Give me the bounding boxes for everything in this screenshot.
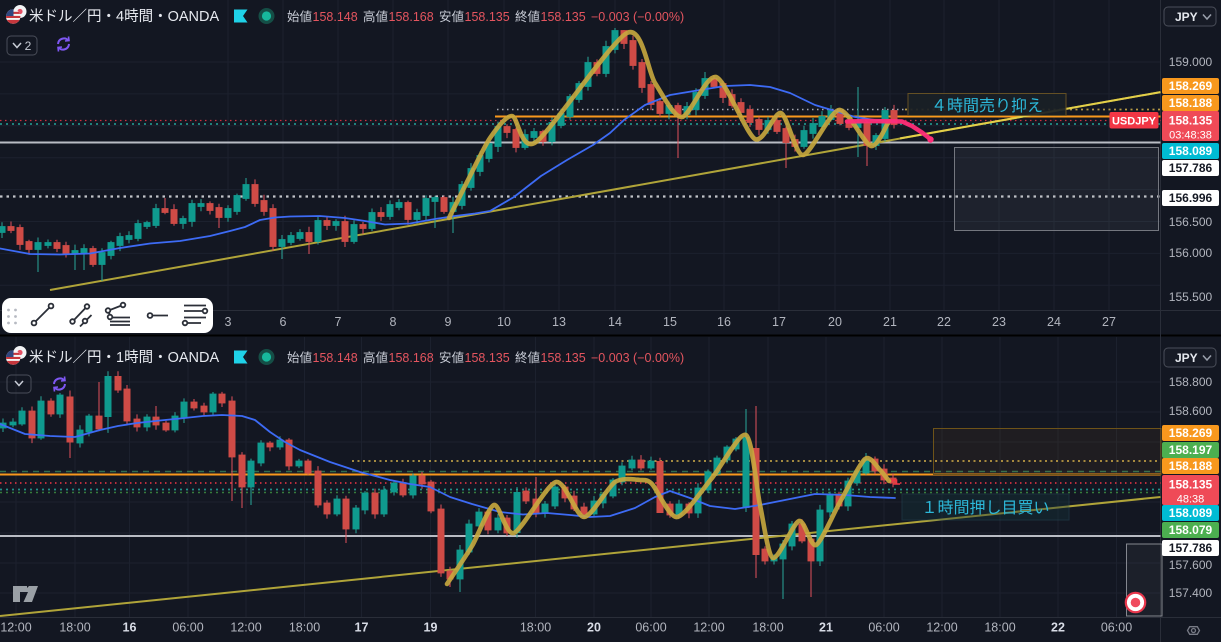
svg-text:06:00: 06:00	[868, 621, 899, 635]
svg-text:158.269: 158.269	[1169, 79, 1213, 93]
svg-text:157.786: 157.786	[1169, 161, 1213, 175]
svg-text:158.269: 158.269	[1169, 426, 1213, 440]
svg-text:158.800: 158.800	[1169, 375, 1213, 389]
svg-text:158.135: 158.135	[541, 351, 586, 365]
svg-text:158.188: 158.188	[1169, 96, 1213, 110]
svg-text:17: 17	[355, 621, 369, 635]
svg-text:06:00: 06:00	[172, 621, 203, 635]
svg-text:１時間押し目買い: １時間押し目買い	[921, 499, 1049, 517]
svg-text:22: 22	[937, 315, 951, 329]
svg-text:米ドル／円・1時間・OANDA: 米ドル／円・1時間・OANDA	[29, 349, 219, 366]
svg-text:7: 7	[335, 315, 342, 329]
svg-text:18:00: 18:00	[752, 621, 783, 635]
svg-text:16: 16	[123, 621, 137, 635]
svg-text:20: 20	[828, 315, 842, 329]
svg-text:27: 27	[1102, 315, 1116, 329]
svg-text:終値: 終値	[515, 9, 540, 24]
svg-text:3: 3	[225, 315, 232, 329]
svg-text:156.500: 156.500	[1169, 215, 1213, 229]
svg-text:158.168: 158.168	[389, 351, 434, 365]
svg-text:23: 23	[992, 315, 1006, 329]
svg-text:USDJPY: USDJPY	[1112, 115, 1157, 127]
svg-text:158.600: 158.600	[1169, 404, 1213, 418]
svg-text:156.996: 156.996	[1169, 191, 1213, 205]
svg-text:159.000: 159.000	[1169, 55, 1213, 69]
svg-text:158.089: 158.089	[1169, 144, 1213, 158]
svg-text:13: 13	[552, 315, 566, 329]
svg-text:9: 9	[445, 315, 452, 329]
svg-text:6: 6	[280, 315, 287, 329]
svg-text:158.079: 158.079	[1169, 523, 1213, 537]
svg-text:20: 20	[587, 621, 601, 635]
svg-text:−0.003 (−0.00%): −0.003 (−0.00%)	[591, 351, 684, 365]
svg-text:18:00: 18:00	[59, 621, 90, 635]
svg-text:157.786: 157.786	[1169, 541, 1213, 555]
svg-text:22: 22	[1051, 621, 1065, 635]
svg-text:158.197: 158.197	[1169, 443, 1213, 457]
svg-text:始値: 始値	[287, 350, 312, 365]
svg-text:24: 24	[1047, 315, 1061, 329]
svg-text:157.600: 157.600	[1169, 558, 1213, 572]
svg-text:18:00: 18:00	[289, 621, 320, 635]
svg-text:158.188: 158.188	[1169, 459, 1213, 473]
svg-text:JPY: JPY	[1175, 10, 1198, 24]
svg-text:17: 17	[772, 315, 786, 329]
svg-text:157.400: 157.400	[1169, 586, 1213, 600]
svg-text:18:00: 18:00	[520, 621, 551, 635]
svg-text:21: 21	[819, 621, 833, 635]
svg-text:158.148: 158.148	[313, 351, 358, 365]
svg-text:12:00: 12:00	[0, 621, 31, 635]
svg-text:12:00: 12:00	[230, 621, 261, 635]
svg-text:158.135: 158.135	[1169, 114, 1213, 128]
svg-text:03:48:38: 03:48:38	[1169, 130, 1212, 142]
svg-text:156.000: 156.000	[1169, 246, 1213, 260]
svg-text:高値: 高値	[363, 350, 388, 365]
svg-text:155.500: 155.500	[1169, 290, 1213, 304]
svg-text:米ドル／円・4時間・OANDA: 米ドル／円・4時間・OANDA	[29, 8, 219, 25]
svg-text:始値: 始値	[287, 9, 312, 24]
svg-text:安値: 安値	[439, 350, 464, 365]
svg-text:19: 19	[424, 621, 438, 635]
svg-text:48:38: 48:38	[1177, 494, 1205, 506]
svg-text:12:00: 12:00	[926, 621, 957, 635]
svg-text:158.168: 158.168	[389, 10, 434, 24]
svg-text:158.089: 158.089	[1169, 506, 1213, 520]
svg-text:16: 16	[717, 315, 731, 329]
svg-text:４時間売り抑え: ４時間売り抑え	[931, 97, 1043, 115]
svg-text:18:00: 18:00	[984, 621, 1015, 635]
svg-text:06:00: 06:00	[635, 621, 666, 635]
svg-text:15: 15	[663, 315, 677, 329]
svg-text:158.135: 158.135	[465, 351, 510, 365]
svg-text:158.135: 158.135	[465, 10, 510, 24]
svg-text:12:00: 12:00	[693, 621, 724, 635]
svg-text:21: 21	[883, 315, 897, 329]
svg-text:終値: 終値	[515, 350, 540, 365]
svg-text:安値: 安値	[439, 9, 464, 24]
svg-text:−0.003 (−0.00%): −0.003 (−0.00%)	[591, 10, 684, 24]
svg-text:158.148: 158.148	[313, 10, 358, 24]
svg-text:8: 8	[390, 315, 397, 329]
svg-text:10: 10	[497, 315, 511, 329]
svg-text:158.135: 158.135	[541, 10, 586, 24]
svg-text:158.135: 158.135	[1169, 478, 1213, 492]
svg-text:06:00: 06:00	[1101, 621, 1132, 635]
svg-text:2: 2	[25, 39, 32, 53]
svg-text:14: 14	[608, 315, 622, 329]
svg-text:JPY: JPY	[1175, 351, 1198, 365]
svg-text:高値: 高値	[363, 9, 388, 24]
